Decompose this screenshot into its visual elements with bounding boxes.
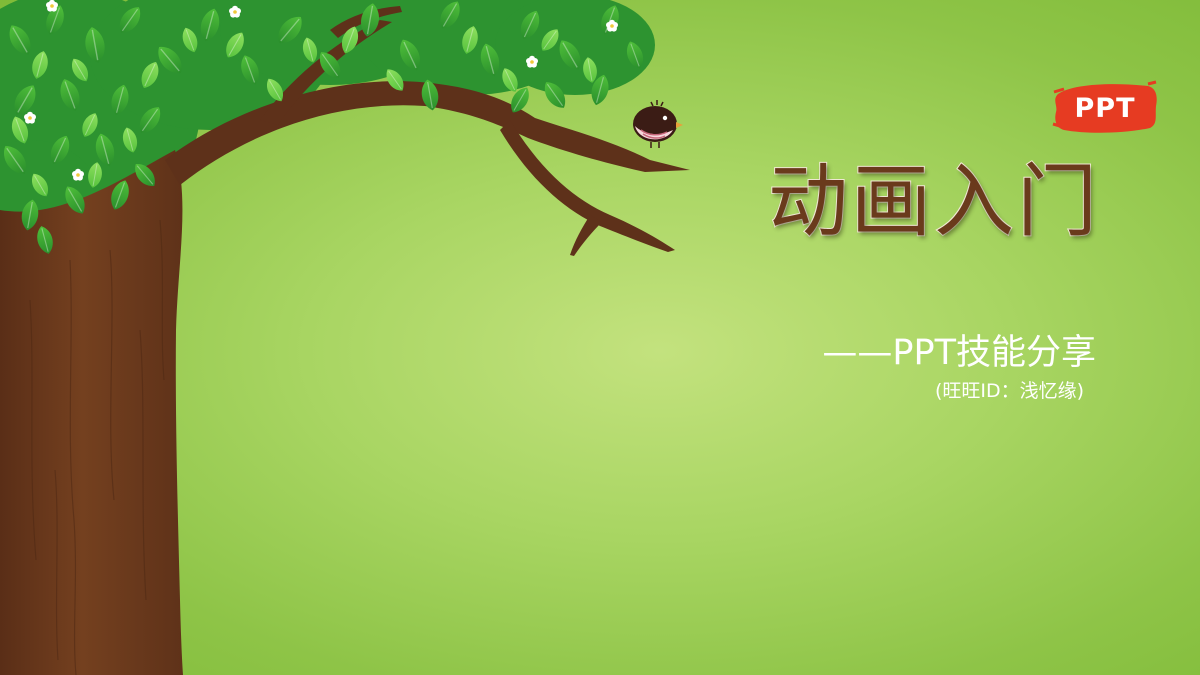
slide-title: 动画入门 — [767, 154, 1100, 249]
tree-branches — [165, 6, 690, 256]
ppt-badge-shape — [1052, 80, 1157, 133]
ppt-badge-label: PPT — [1074, 92, 1136, 124]
slide-subtitle: ——PPT技能分享 — [822, 333, 1096, 373]
ppt-logo-badge: PPT — [1052, 80, 1158, 136]
author-credit: (旺旺ID：浅忆缘) — [934, 380, 1084, 402]
bird-icon — [633, 100, 683, 148]
tree-trunk — [0, 150, 183, 675]
